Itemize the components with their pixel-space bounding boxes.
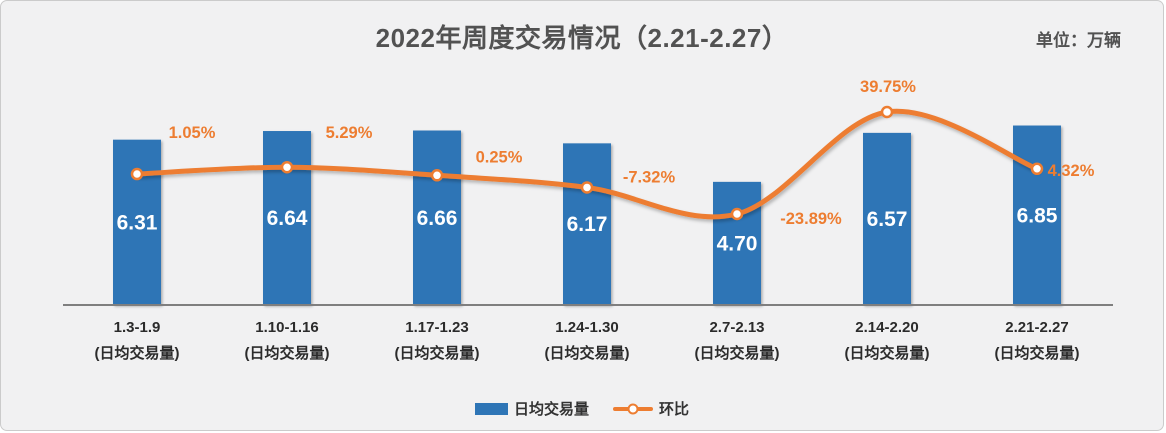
x-axis-category-label: 1.17-1.23 xyxy=(405,319,468,336)
pct-line-marker xyxy=(430,169,444,182)
bar-value-label: 6.85 xyxy=(1017,204,1058,227)
pct-line-marker xyxy=(730,207,744,221)
pct-label: 0.25% xyxy=(476,148,523,166)
bar-value-label: 4.70 xyxy=(717,232,758,255)
pct-label: -23.89% xyxy=(780,210,842,228)
bar-2.7-2.13 xyxy=(713,181,761,305)
bar-value-label: 6.31 xyxy=(117,211,158,234)
x-axis-category-sublabel: (日均交易量) xyxy=(995,344,1080,362)
x-axis-category-sublabel: (日均交易量) xyxy=(395,344,480,362)
legend-bar-label: 日均交易量 xyxy=(513,401,589,418)
pct-line-marker xyxy=(280,160,294,174)
pct-label: 39.75% xyxy=(860,78,916,96)
x-axis-category-label: 1.10-1.16 xyxy=(255,319,318,336)
x-axis-category-sublabel: (日均交易量) xyxy=(695,344,780,362)
pct-label: 5.29% xyxy=(326,124,373,142)
pct-label: 4.32% xyxy=(1048,162,1095,180)
x-axis-category-label: 2.7-2.13 xyxy=(709,319,764,336)
x-axis-category-label: 2.14-2.20 xyxy=(855,319,918,336)
bar-value-label: 6.17 xyxy=(567,213,608,236)
pct-line-marker xyxy=(1030,162,1044,176)
bar-1.24-1.30 xyxy=(563,143,611,305)
bar-value-label: 6.66 xyxy=(417,207,458,230)
pct-line-marker xyxy=(580,181,594,194)
legend-line-label: 环比 xyxy=(659,401,690,418)
bar-2.14-2.20 xyxy=(863,132,911,305)
x-axis-category-sublabel: (日均交易量) xyxy=(845,344,930,362)
bar-value-label: 6.57 xyxy=(867,208,908,231)
pct-line-marker xyxy=(130,167,144,181)
bar-2.21-2.27 xyxy=(1013,125,1061,305)
bar-1.3-1.9 xyxy=(113,139,161,305)
chart-title: 2022年周度交易情况（2.21-2.27） xyxy=(375,23,789,53)
legend-bar-swatch xyxy=(474,402,508,415)
unit-label: 单位：万辆 xyxy=(1036,31,1121,50)
legend-line-marker-icon xyxy=(627,403,639,414)
bar-value-label: 6.64 xyxy=(267,207,308,230)
pct-label: 1.05% xyxy=(169,124,216,142)
legend: 日均交易量 环比 xyxy=(1,398,1163,419)
x-axis-category-label: 1.3-1.9 xyxy=(114,319,161,336)
legend-line-swatch xyxy=(613,403,653,414)
bar-series xyxy=(113,125,1061,305)
x-axis-category-sublabel: (日均交易量) xyxy=(245,344,330,362)
pct-line-marker xyxy=(880,105,894,119)
pct-label: -7.32% xyxy=(623,168,676,186)
bar-1.17-1.23 xyxy=(413,130,461,305)
x-axis-category-sublabel: (日均交易量) xyxy=(545,344,630,362)
bar-1.10-1.16 xyxy=(263,131,311,305)
x-axis-category-sublabel: (日均交易量) xyxy=(95,344,180,362)
x-axis-category-label: 2.21-2.27 xyxy=(1005,319,1068,336)
x-axis-category-label: 1.24-1.30 xyxy=(555,319,618,336)
